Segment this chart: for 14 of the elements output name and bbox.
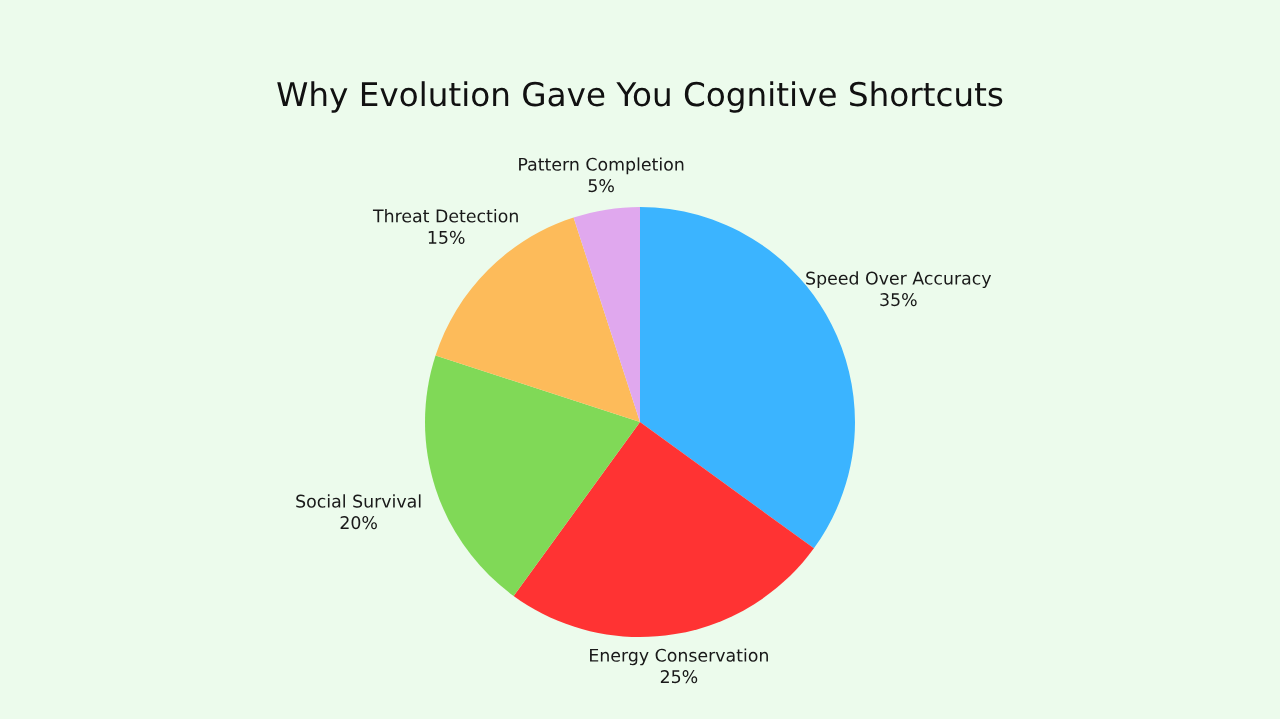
data-label: 35% (880, 292, 917, 307)
slice-label: Energy Conservation (590, 648, 768, 666)
slice-label: Threat Detection (372, 209, 518, 223)
slice-label: Pattern Completion (519, 157, 684, 175)
data-label: 20% (340, 516, 377, 530)
data-label: 15% (428, 230, 465, 244)
pie-slice (573, 207, 640, 422)
data-label: 25% (660, 670, 698, 684)
pie-slice (513, 422, 814, 637)
slice-label: Speed Over Accuracy (806, 271, 992, 289)
data-label: 5% (588, 179, 614, 193)
slice-label: Social Survival (296, 494, 421, 508)
chart-title: Why Evolution Gave You Cognitive Shortcuts (277, 81, 1003, 113)
pie-slice (425, 355, 640, 596)
